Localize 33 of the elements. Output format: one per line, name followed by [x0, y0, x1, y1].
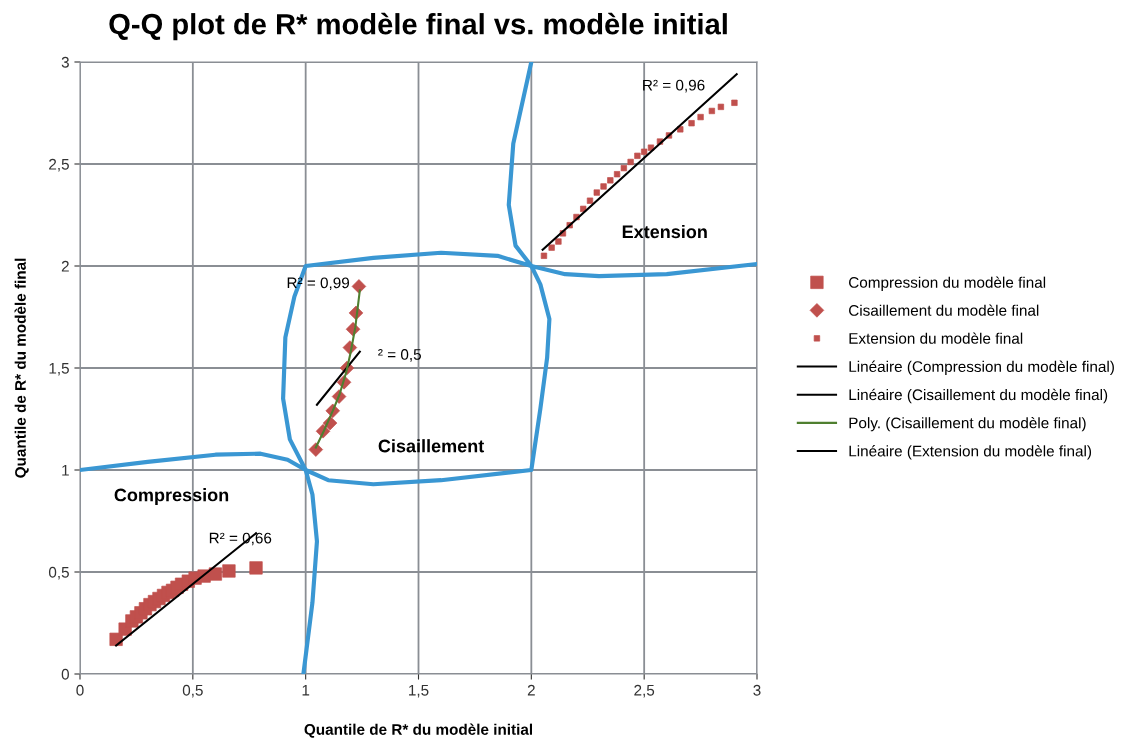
annotation: Extension	[622, 224, 707, 239]
y-tick-label: 1,5	[49, 363, 69, 376]
point	[717, 103, 725, 111]
legend-label: Linéaire (Extension du modèle final)	[849, 445, 1092, 460]
x-tick-label: 2,5	[634, 684, 655, 698]
point	[620, 164, 627, 172]
x-tick-label: 3	[753, 684, 761, 696]
legend-label: Linéaire (Compression du modèle final)	[849, 360, 1114, 376]
y-tick-label: 2,5	[49, 158, 69, 172]
annotation: Compression	[114, 488, 229, 505]
y-tick-label: 1	[62, 465, 69, 476]
y-tick-label: 3	[61, 56, 69, 68]
annotation: R² = 0,96	[643, 79, 705, 93]
point	[708, 107, 715, 115]
legend-label: Compression du modèle final	[849, 276, 1046, 291]
chart-title: Q-Q plot de R* modèle final vs. modèle initial	[109, 12, 727, 41]
annotation: Cisaillement	[378, 439, 485, 453]
x-tick-label: 1	[302, 684, 310, 696]
y-axis-title: Quantile de R* du modèle final	[14, 258, 29, 478]
x-axis-title: Quantile de R* du modèle initial	[304, 723, 533, 738]
y-tick-label: 0,5	[48, 566, 69, 580]
x-tick-label: 2	[527, 684, 535, 696]
legend-label: Cisaillement du modèle final	[849, 304, 1039, 316]
y-tick-label: 2	[61, 260, 69, 272]
annotation: ² = 0,5	[378, 349, 421, 362]
x-tick-label: 0,5	[182, 684, 203, 698]
x-tick-label: 1,5	[409, 684, 429, 698]
point	[613, 171, 621, 178]
x-tick-label: 0	[76, 684, 84, 696]
y-tick-label: 0	[61, 668, 69, 680]
legend-label: Extension du modèle final	[849, 332, 1023, 344]
legend-label: Poly. (Cisaillement du modèle final)	[849, 416, 1086, 432]
legend-label: Linéaire (Cisaillement du modèle final)	[849, 388, 1108, 404]
